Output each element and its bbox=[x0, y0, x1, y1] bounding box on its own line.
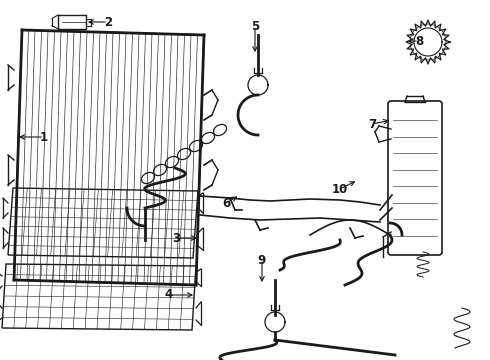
Text: 2: 2 bbox=[104, 15, 112, 28]
Text: 1: 1 bbox=[40, 131, 48, 144]
Text: 8: 8 bbox=[415, 35, 423, 48]
Text: 7: 7 bbox=[368, 117, 376, 131]
Text: 9: 9 bbox=[258, 253, 266, 266]
Text: 4: 4 bbox=[165, 288, 173, 302]
Text: 6: 6 bbox=[222, 197, 230, 210]
Text: 10: 10 bbox=[332, 183, 348, 195]
Text: 3: 3 bbox=[172, 231, 180, 244]
Text: 5: 5 bbox=[251, 19, 259, 32]
Bar bbox=[58, 15, 86, 29]
